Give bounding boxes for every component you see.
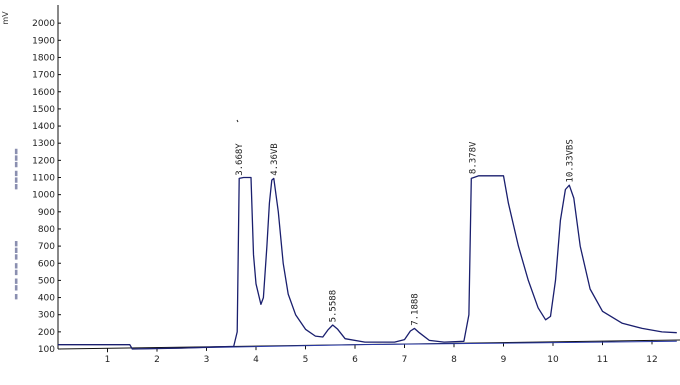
x-tick-label: 2 bbox=[154, 355, 160, 365]
y-tick-label: 1800 bbox=[32, 53, 55, 63]
y-tick-label: 1300 bbox=[32, 139, 55, 149]
y-tick-label: 600 bbox=[38, 259, 55, 269]
x-tick-label: 1 bbox=[105, 355, 111, 365]
x-tick-label: 3 bbox=[204, 355, 210, 365]
x-tick-label: 9 bbox=[501, 355, 507, 365]
y-ticks: 100 200 300 400 500 600 700 800 900 1000 1100 1200 1… bbox=[32, 19, 61, 355]
y-tick-label: 500 bbox=[38, 276, 55, 286]
y-tick-label: 1700 bbox=[32, 71, 55, 81]
peak-label: 5.5588 bbox=[329, 290, 339, 323]
y-tick-label: 1200 bbox=[32, 156, 55, 166]
peak-label: 4.36VB bbox=[270, 143, 280, 176]
y-tick-label: 1400 bbox=[32, 122, 55, 132]
peak-label: 10.33VBS bbox=[565, 139, 575, 182]
x-tick-label: 12 bbox=[646, 355, 657, 365]
x-tick-label: 8 bbox=[451, 355, 457, 365]
y-axis-unit-label: mV bbox=[1, 11, 10, 25]
y-tick-label: 1500 bbox=[32, 105, 55, 115]
y-tick-label: 1900 bbox=[32, 36, 55, 46]
x-tick-label: 6 bbox=[352, 355, 358, 365]
y-tick-label: 700 bbox=[38, 242, 55, 252]
side-watermark: ▬ ▬▬ ▬▬ ▬▬▬ ▬▬▬ ▬▬▬ bbox=[12, 148, 20, 300]
y-tick-label: 1000 bbox=[32, 191, 55, 201]
y-tick-label: 900 bbox=[38, 208, 55, 218]
x-tick-label: 10 bbox=[547, 355, 559, 365]
peak-label: 3.668Y bbox=[235, 143, 245, 176]
y-tick-label: 200 bbox=[38, 328, 55, 338]
peak-label: 7.1888 bbox=[410, 293, 420, 326]
y-axis: mV 100 200 300 400 500 600 700 800 900 1000 1100 12… bbox=[1, 5, 61, 355]
spike-mark bbox=[236, 119, 239, 123]
y-tick-label: 1600 bbox=[32, 88, 55, 98]
side-watermark-text-1: ▬ ▬▬ ▬▬ ▬▬▬ bbox=[12, 240, 20, 300]
y-tick-label: 300 bbox=[38, 311, 55, 321]
y-tick-label: 400 bbox=[38, 294, 55, 304]
y-tick-label: 2000 bbox=[32, 19, 55, 29]
peak-labels: 3.668Y 4.36VB 5.5588 7.1888 8.378V 10.33VBS bbox=[235, 139, 575, 326]
peak-label: 8.378V bbox=[468, 141, 478, 174]
y-tick-label: 100 bbox=[38, 345, 55, 355]
x-tick-label: 5 bbox=[303, 355, 309, 365]
y-tick-label: 1100 bbox=[32, 174, 55, 184]
x-tick-label: 11 bbox=[597, 355, 608, 365]
signal-trace bbox=[58, 175, 677, 350]
x-tick-label: 4 bbox=[253, 355, 259, 365]
x-ticks: 1 2 3 4 5 6 7 8 9 10 11 12 bbox=[105, 340, 658, 365]
y-tick-label: 800 bbox=[38, 225, 55, 235]
side-watermark-text-2: ▬▬▬ ▬▬▬ bbox=[12, 148, 20, 190]
x-axis: 1 2 3 4 5 6 7 8 9 10 11 12 bbox=[57, 339, 680, 365]
x-tick-label: 7 bbox=[402, 355, 408, 365]
